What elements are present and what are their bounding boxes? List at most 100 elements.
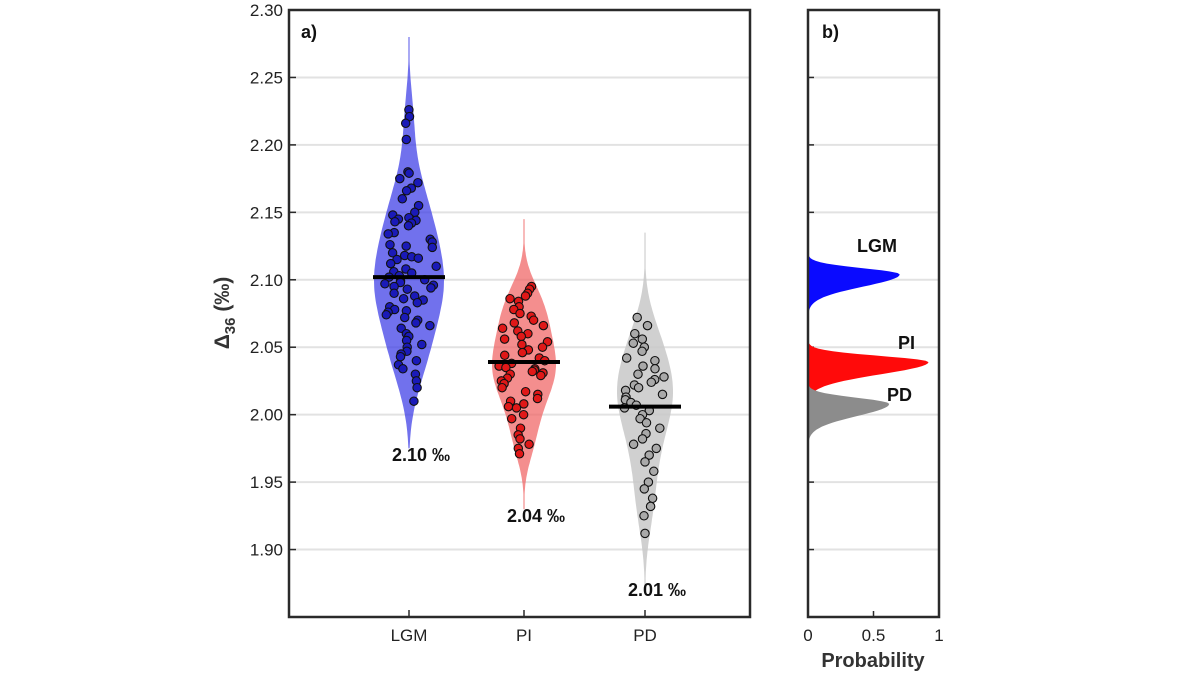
data-point [409,396,419,406]
data-point [657,389,668,400]
x-axis-label-b: Probability [821,650,925,672]
y-ticks: 2.30 2.25 2.20 2.15 2.10 2.05 2.00 1.95 1.90 [250,1,296,560]
y-axis-label: Δ36 (‰) [211,277,239,350]
data-point [404,168,414,178]
data-point [518,409,529,420]
data-point [413,177,423,188]
data-point [380,279,390,289]
data-point [633,382,644,393]
data-point [628,338,639,348]
data-point [643,477,654,487]
data-point [524,439,534,450]
x-tick-label: PD [633,626,657,645]
y-tick-label: 2.30 [250,1,283,20]
data-point [642,320,653,331]
panel-label-a: a) [301,22,317,42]
data-point [426,283,436,293]
data-point [412,382,422,393]
data-point [509,318,520,328]
data-point [645,501,656,512]
data-point [397,194,408,204]
data-point [650,364,660,374]
data-point [400,118,411,129]
data-point [650,355,660,366]
violin-pi [492,219,556,510]
data-point [527,366,538,377]
data-point [395,173,405,184]
distribution-lgm [808,206,900,342]
data-point [628,439,639,450]
data-point [499,334,510,344]
data-point [649,466,659,477]
data-point [497,323,508,334]
data-point [511,403,522,413]
plot-frame-a [287,8,752,619]
data-point [413,253,424,263]
data-point [497,382,507,393]
data-point [425,320,435,331]
data-point [383,229,393,239]
data-point [528,315,539,325]
data-point [399,312,410,323]
data-point [637,346,647,357]
data-point [503,401,514,412]
gridlines-b [808,9,939,551]
data-point [385,258,396,269]
data-point [659,372,669,382]
data-point [641,418,652,428]
distribution-pi [808,294,929,430]
data-point [417,339,427,350]
panel-label-b: b) [822,22,839,42]
y-tick-label: 1.95 [250,473,283,492]
data-point [520,291,531,301]
data-point [515,308,525,319]
x-tick-label-b: 1 [934,626,943,645]
data-point [644,450,654,460]
data-point [640,528,650,539]
y-axis-label-sub: 36 [222,318,239,335]
data-point [639,484,650,494]
distributions [808,206,929,472]
data-point [621,353,632,363]
x-tick-label: LGM [391,626,428,645]
y-tick-label: 2.05 [250,338,283,357]
data-point [637,434,648,444]
data-point [537,342,548,352]
data-point [401,186,412,196]
distribution-label: PI [898,333,915,353]
data-point [630,328,640,339]
data-point [655,423,665,433]
data-point [389,288,399,299]
data-point [401,134,412,145]
data-point [381,310,392,320]
data-point [402,284,413,294]
data-point [411,318,421,328]
data-point [538,320,549,331]
median-label: 2.04 ‰ [507,506,565,526]
data-point [639,511,649,521]
data-point [427,242,438,253]
median-label: 2.01 ‰ [628,580,686,600]
data-point [647,493,658,504]
median-label: 2.10 ‰ [392,445,450,465]
x-tick-label: PI [516,626,532,645]
data-point [411,355,422,366]
data-point [506,413,517,424]
x-tick-label-b: 0 [803,626,812,645]
probability-panel: LGM PI PD 0 0.5 1 b) Probability [803,8,944,672]
data-point [633,369,643,379]
data-point [520,386,531,397]
data-point [638,361,648,371]
data-point [515,434,525,444]
y-tick-label: 1.90 [250,541,283,560]
y-tick-label: 2.10 [250,271,283,290]
distribution-pd [808,336,890,472]
data-point [640,457,650,467]
y-tick-label: 2.25 [250,68,283,87]
violin-panel: 2.30 2.25 2.20 2.15 2.10 2.05 2.00 1.95 1.90 LGM… [211,1,752,645]
data-point [519,399,529,409]
data-point [536,370,546,381]
data-point [499,350,510,361]
data-point [412,297,423,308]
